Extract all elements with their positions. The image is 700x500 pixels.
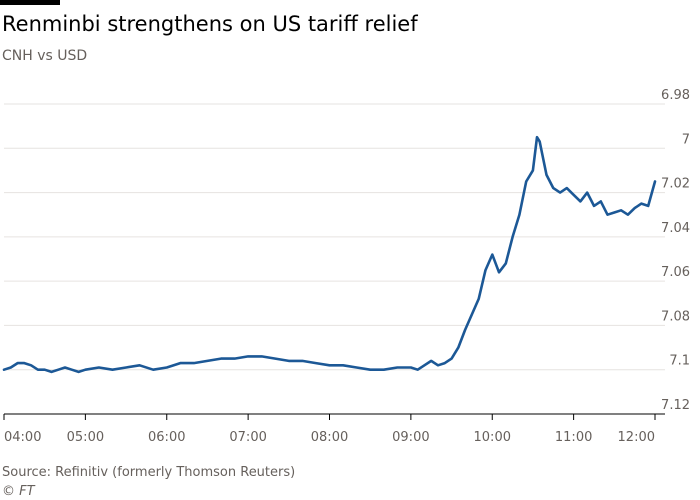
x-tick-label: 10:00 xyxy=(474,430,511,445)
x-tick-label: 05:00 xyxy=(67,430,104,445)
chart-subtitle: CNH vs USD xyxy=(2,48,88,64)
x-tick-label: 11:00 xyxy=(555,430,592,445)
x-tick-label: 09:00 xyxy=(392,430,429,445)
x-tick-label: 06:00 xyxy=(148,430,185,445)
x-tick-label: 08:00 xyxy=(311,430,348,445)
x-tick-label: 04:00 xyxy=(4,430,41,445)
x-tick-label: 07:00 xyxy=(229,430,266,445)
series-line-cnh xyxy=(2,135,657,374)
y-tick-label: 7.08 xyxy=(661,309,690,324)
copyright-note: © FT xyxy=(2,484,35,499)
y-tick-label: 7.06 xyxy=(661,265,690,280)
y-tick-label: 7.12 xyxy=(661,398,690,413)
source-note: Source: Refinitiv (formerly Thomson Reut… xyxy=(2,465,296,480)
top-accent-bar xyxy=(0,0,60,5)
y-tick-label: 6.98 xyxy=(661,88,690,103)
chart-title: Renminbi strengthens on US tariff relief xyxy=(2,12,418,36)
y-tick-label: 7.02 xyxy=(661,177,690,192)
x-tick-label: 12:00 xyxy=(618,430,655,445)
y-tick-label: 7.1 xyxy=(669,354,690,369)
y-tick-label: 7.04 xyxy=(661,221,690,236)
y-tick-label: 7 xyxy=(682,132,690,147)
